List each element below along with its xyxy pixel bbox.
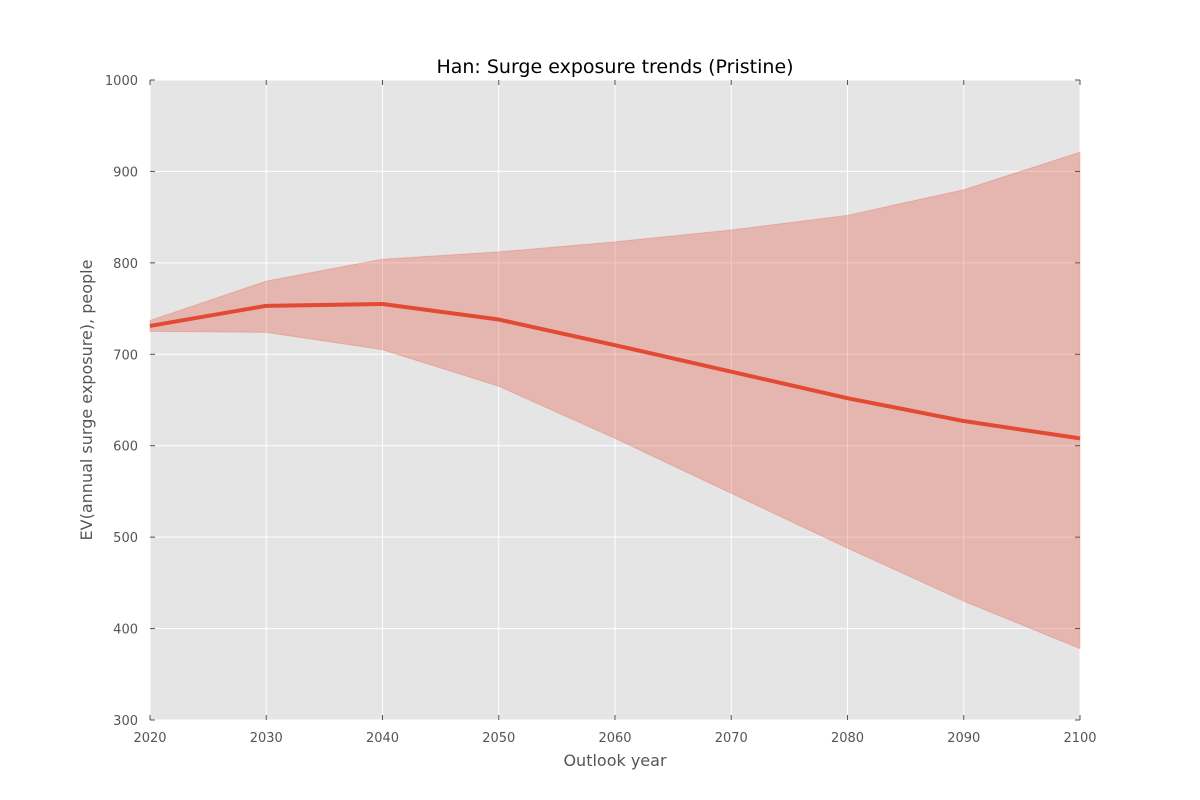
y-tick-label: 900 <box>113 165 138 180</box>
x-tick-label: 2060 <box>598 731 631 746</box>
x-tick-label: 2070 <box>715 731 748 746</box>
x-tick-label: 2040 <box>366 731 399 746</box>
y-tick-label: 400 <box>113 623 138 638</box>
y-tick-label: 500 <box>113 531 138 546</box>
y-tick-label: 700 <box>113 348 138 363</box>
y-axis-label: EV(annual surge exposure), people <box>77 260 96 541</box>
y-tick-label: 600 <box>113 440 138 455</box>
y-tick-label: 300 <box>113 714 138 729</box>
y-tick-labels: 300 400 500 600 700 800 900 1000 <box>105 74 138 729</box>
x-tick-label: 2080 <box>831 731 864 746</box>
mean-line <box>149 302 1081 441</box>
confidence-band <box>149 151 1081 650</box>
x-tick-label: 2030 <box>250 731 283 746</box>
x-tick-labels: 2020 2030 2040 2050 2060 2070 2080 2090 2100 <box>133 731 1096 746</box>
x-axis-label: Outlook year <box>563 751 667 770</box>
y-tick-label: 800 <box>113 257 138 272</box>
tick-marks <box>149 79 1081 721</box>
chart-title: Han: Surge exposure trends (Pristine) <box>436 56 793 78</box>
x-tick-label: 2020 <box>133 731 166 746</box>
x-tick-label: 2050 <box>482 731 515 746</box>
x-tick-label: 2100 <box>1063 731 1096 746</box>
y-tick-label: 1000 <box>105 74 138 89</box>
x-tick-label: 2090 <box>947 731 980 746</box>
